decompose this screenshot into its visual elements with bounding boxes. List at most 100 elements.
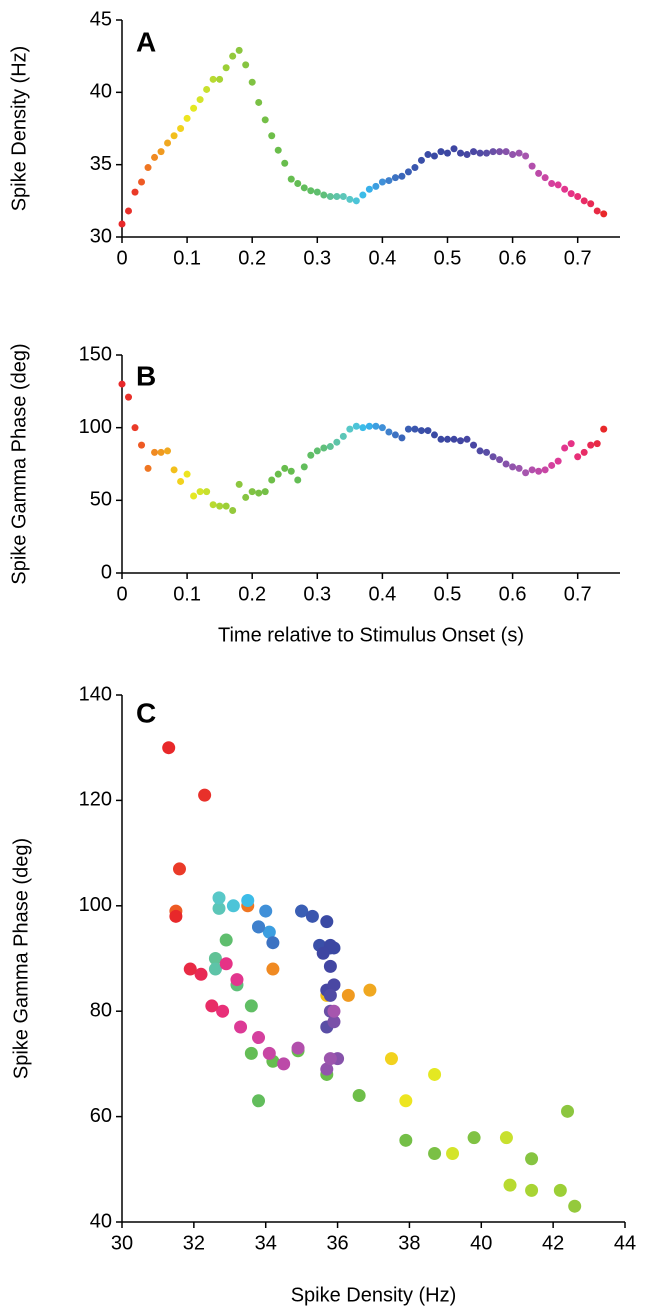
point — [244, 999, 258, 1013]
point — [323, 988, 337, 1002]
point — [118, 220, 126, 228]
y-tick-label: 120 — [79, 789, 112, 811]
point — [203, 488, 211, 496]
point — [320, 191, 328, 199]
panel-letter: A — [136, 26, 156, 57]
point — [235, 480, 243, 488]
x-tick-label: 0 — [116, 247, 127, 269]
point — [203, 85, 211, 93]
point — [216, 75, 224, 83]
point — [352, 1089, 366, 1103]
point — [470, 441, 478, 449]
point — [209, 75, 217, 83]
point — [242, 61, 250, 69]
point — [502, 460, 510, 468]
point — [229, 507, 237, 515]
x-tick-label: 0.2 — [238, 247, 266, 269]
x-tick-label: 0.3 — [303, 583, 331, 605]
y-tick-label: 45 — [90, 8, 112, 30]
x-axis-label: Spike Density (Hz) — [291, 1284, 457, 1306]
point — [169, 909, 183, 923]
point — [252, 920, 266, 934]
point — [255, 98, 263, 106]
point — [320, 1062, 334, 1076]
point — [476, 149, 484, 157]
point — [346, 195, 354, 203]
x-tick-label: 0.1 — [173, 247, 201, 269]
x-tick-label: 44 — [614, 1232, 636, 1254]
point — [216, 502, 224, 510]
point — [230, 973, 244, 987]
point — [525, 1183, 539, 1197]
y-tick-label: 80 — [90, 999, 112, 1021]
point — [229, 52, 237, 60]
point — [567, 190, 575, 198]
point — [291, 1041, 305, 1055]
point — [600, 210, 608, 218]
point — [587, 441, 595, 449]
point — [574, 192, 582, 200]
y-tick-label: 0 — [101, 561, 112, 583]
point — [323, 959, 337, 973]
point — [411, 425, 419, 433]
point — [277, 1057, 291, 1071]
point — [496, 456, 504, 464]
point — [437, 148, 445, 156]
point — [274, 470, 282, 478]
y-tick-label: 50 — [90, 489, 112, 511]
point — [352, 197, 360, 205]
point — [509, 151, 517, 159]
x-tick-label: 0.3 — [303, 247, 331, 269]
point — [398, 172, 406, 180]
point — [535, 169, 543, 177]
x-tick-label: 0 — [116, 583, 127, 605]
point — [450, 145, 458, 153]
point — [541, 174, 549, 182]
point — [268, 132, 276, 140]
point — [327, 1015, 341, 1029]
point — [404, 425, 412, 433]
point — [548, 179, 556, 187]
point — [525, 1152, 539, 1166]
point — [339, 432, 347, 440]
point — [341, 988, 355, 1002]
point — [391, 174, 399, 182]
point — [561, 1104, 575, 1118]
point — [346, 425, 354, 433]
point — [443, 149, 451, 157]
point — [294, 179, 302, 187]
point — [359, 424, 367, 432]
point — [144, 164, 152, 172]
point — [323, 1052, 337, 1066]
point — [261, 488, 269, 496]
x-tick-label: 0.7 — [564, 247, 592, 269]
point — [255, 489, 263, 497]
x-tick-label: 40 — [470, 1232, 492, 1254]
point — [359, 191, 367, 199]
point — [467, 1131, 481, 1145]
point — [476, 447, 484, 455]
point — [365, 185, 373, 193]
point — [600, 425, 608, 433]
point — [363, 983, 377, 997]
point — [266, 962, 280, 976]
point — [326, 192, 334, 200]
point — [219, 957, 233, 971]
point — [515, 149, 523, 157]
point — [208, 952, 222, 965]
point — [172, 862, 186, 876]
x-tick-label: 0.6 — [499, 247, 527, 269]
point — [561, 185, 569, 193]
point — [496, 148, 504, 156]
point — [138, 441, 146, 449]
point — [300, 184, 308, 192]
point — [307, 451, 315, 459]
point — [170, 466, 178, 474]
point — [580, 197, 588, 205]
point — [266, 936, 280, 950]
point — [248, 488, 256, 496]
point — [212, 901, 226, 915]
x-tick-label: 0.4 — [368, 247, 396, 269]
point — [205, 999, 219, 1013]
